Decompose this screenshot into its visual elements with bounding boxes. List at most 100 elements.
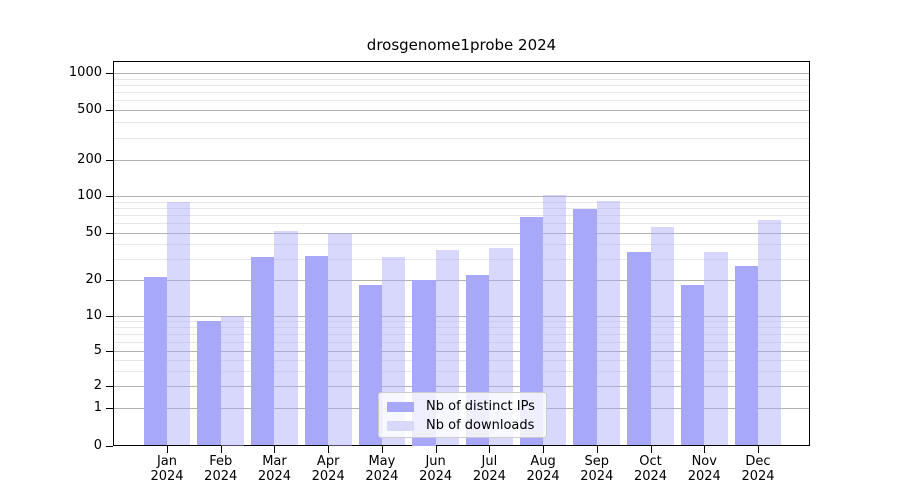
x-tick-year: 2024 (311, 469, 345, 484)
y-tick-mark (106, 280, 113, 281)
y-tick-label: 20 (85, 272, 102, 287)
x-tick-mark (328, 445, 330, 453)
x-tick-label-sep: Sep 2024 (555, 454, 639, 484)
x-tick-mark (543, 445, 545, 453)
bar-downloads-dec (758, 220, 782, 446)
minor-gridline (114, 122, 809, 124)
x-tick-mark (650, 445, 652, 453)
x-tick-year: 2024 (150, 469, 184, 484)
x-tick-month: Sep (584, 454, 610, 469)
major-gridline (114, 315, 809, 317)
minor-gridline (114, 333, 809, 335)
x-tick-label-oct: Oct 2024 (609, 454, 693, 484)
legend-item-downloads: Nb of downloads (379, 416, 546, 435)
minor-gridline (114, 207, 809, 209)
legend: Nb of distinct IPs Nb of downloads (378, 392, 547, 438)
x-tick-month: Mar (262, 454, 287, 469)
bar-distinct-ips-nov (680, 285, 705, 446)
x-tick-month: Aug (530, 454, 556, 469)
bar-downloads-aug (543, 195, 567, 446)
minor-gridline (114, 370, 809, 372)
x-tick-year: 2024 (687, 469, 721, 484)
y-tick-mark (106, 315, 113, 317)
bar-distinct-ips-sep (573, 209, 597, 446)
major-gridline (114, 160, 809, 161)
x-tick-label-dec: Dec 2024 (716, 454, 800, 484)
x-tick-label-nov: Nov 2024 (662, 454, 746, 484)
x-tick-mark (274, 445, 276, 453)
bar-distinct-ips-may (358, 285, 382, 446)
y-tick-label: 10 (85, 307, 102, 323)
chart-title: drosgenome1probe 2024 (366, 36, 557, 54)
y-tick-label: 1 (93, 400, 102, 415)
y-tick-mark (106, 196, 113, 197)
minor-gridline (114, 214, 809, 216)
x-tick-year: 2024 (580, 469, 614, 484)
y-tick-mark (106, 110, 113, 111)
x-tick-month: Apr (316, 454, 340, 469)
minor-gridline (114, 222, 809, 224)
bar-downloads-sep (596, 200, 621, 446)
y-tick-mark (106, 408, 113, 409)
major-gridline (114, 280, 809, 281)
x-tick-year: 2024 (419, 469, 453, 484)
y-tick-label: 1000 (68, 65, 102, 80)
minor-gridline (114, 100, 809, 102)
bar-distinct-ips-mar (251, 257, 275, 446)
minor-gridline (114, 78, 809, 80)
legend-item-distinct-ips: Nb of distinct IPs (379, 397, 546, 416)
bar-downloads-mar (274, 231, 298, 446)
minor-gridline (114, 137, 809, 139)
x-tick-month: Oct (639, 454, 662, 469)
y-tick-label: 500 (77, 102, 102, 117)
bar-distinct-ips-apr (304, 255, 329, 446)
x-tick-label-feb: Feb 2024 (179, 454, 263, 484)
minor-gridline (114, 341, 809, 343)
y-tick-mark (106, 351, 113, 352)
legend-label-downloads: Nb of downloads (426, 418, 535, 433)
y-tick-mark (106, 232, 113, 234)
bar-distinct-ips-aug (519, 217, 544, 446)
minor-gridline (114, 201, 809, 203)
x-tick-month: Nov (691, 454, 717, 469)
minor-gridline (114, 92, 809, 94)
x-tick-label-mar: Mar 2024 (232, 454, 316, 484)
y-tick-mark (106, 73, 113, 74)
major-gridline (114, 73, 809, 74)
x-tick-mark (489, 445, 491, 453)
x-tick-month: May (368, 454, 396, 469)
minor-gridline (114, 244, 809, 246)
x-tick-label-jul: Jul 2024 (447, 454, 531, 484)
minor-gridline (114, 326, 809, 328)
y-tick-label: 200 (77, 152, 102, 167)
y-tick-label: 2 (93, 378, 102, 393)
x-tick-year: 2024 (472, 469, 506, 484)
x-tick-month: Jan (156, 454, 178, 469)
plot-area (113, 61, 810, 446)
x-tick-label-apr: Apr 2024 (286, 454, 370, 484)
x-tick-year: 2024 (526, 469, 560, 484)
x-tick-month: Dec (745, 454, 771, 469)
y-tick-mark (106, 386, 113, 387)
x-tick-label-jan: Jan 2024 (125, 454, 209, 484)
major-gridline (114, 232, 809, 234)
legend-label-distinct-ips: Nb of distinct IPs (426, 399, 535, 414)
x-tick-year: 2024 (204, 469, 238, 484)
y-tick-label: 50 (85, 224, 102, 240)
major-gridline (114, 196, 809, 197)
x-tick-label-may: May 2024 (340, 454, 424, 484)
x-tick-year: 2024 (257, 469, 291, 484)
legend-swatch-downloads-icon (387, 420, 414, 431)
y-tick-label: 100 (77, 188, 102, 203)
x-tick-month: Feb (209, 454, 233, 469)
x-tick-mark (381, 445, 383, 453)
x-tick-month: Jun (425, 454, 446, 469)
bar-downloads-oct (650, 227, 674, 446)
y-tick-label: 0 (93, 437, 102, 453)
bar-distinct-ips-dec (734, 266, 758, 446)
major-gridline (114, 386, 809, 387)
minor-gridline (114, 84, 809, 86)
x-tick-mark (220, 445, 222, 453)
bar-downloads-jan (167, 201, 191, 446)
